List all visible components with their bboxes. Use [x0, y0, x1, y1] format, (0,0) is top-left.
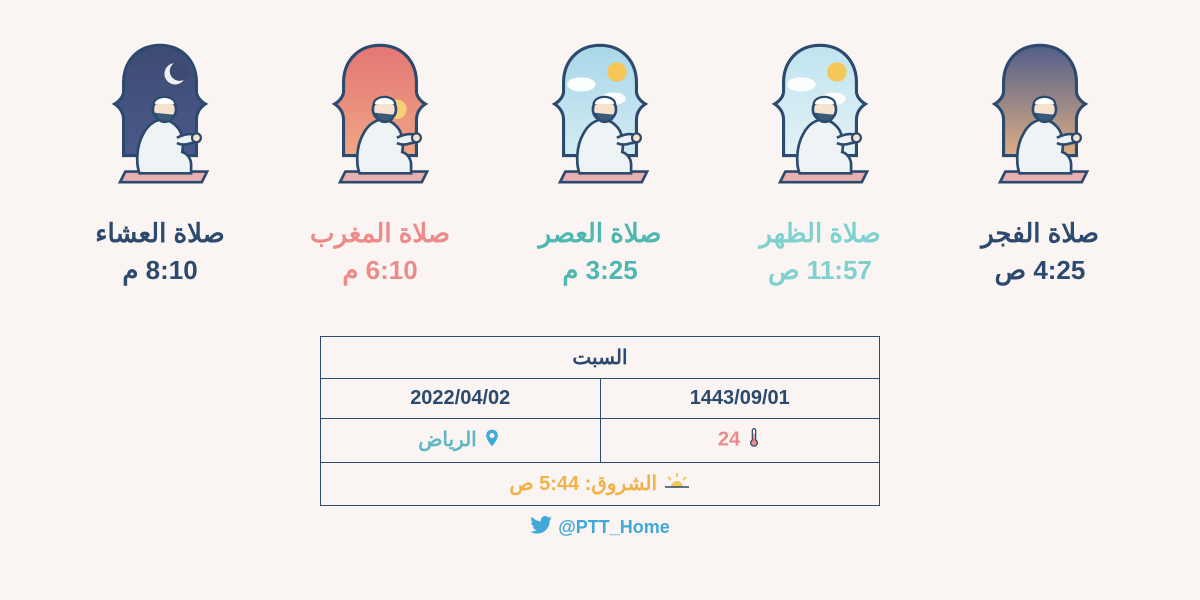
- twitter-icon: [530, 516, 552, 539]
- twitter-handle[interactable]: @PTT_Home: [530, 516, 670, 539]
- prayer-name: صلاة المغرب: [310, 218, 450, 249]
- prayer-card: صلاة العشاء 8:10 م: [85, 40, 235, 286]
- prayer-card: صلاة الظهر 11:57 ص: [745, 40, 895, 286]
- prayer-name: صلاة العشاء: [95, 218, 224, 249]
- prayer-time: 4:25 ص: [995, 255, 1086, 286]
- prayer-icon: [975, 40, 1105, 200]
- sunrise-icon: [663, 471, 691, 497]
- info-table: السبت 2022/04/02 1443/09/01 الرياض 24: [320, 336, 880, 506]
- prayer-row: صلاة العشاء8:10 م صلاة الم: [85, 40, 1115, 286]
- prayer-time: 8:10 م: [122, 255, 197, 286]
- temperature-value: 24: [718, 428, 740, 450]
- temperature-cell: 24: [600, 419, 880, 462]
- prayer-icon: [315, 40, 445, 200]
- prayer-card: صلاة المغرب 6:10 م: [305, 40, 455, 286]
- prayer-name: صلاة الفجر: [981, 218, 1099, 249]
- day-cell: السبت: [321, 337, 879, 378]
- handle-text: @PTT_Home: [558, 517, 670, 538]
- city-name: الرياض: [418, 429, 477, 451]
- hijri-date: 1443/09/01: [600, 379, 880, 418]
- sunrise-cell: الشروق: 5:44 ص: [321, 463, 879, 506]
- prayer-icon: [755, 40, 885, 200]
- prayer-card: صلاة الفجر 4:25 ص: [965, 40, 1115, 286]
- prayer-icon: [535, 40, 665, 200]
- prayer-time: 3:25 م: [562, 255, 637, 286]
- location-pin-icon: [482, 428, 502, 454]
- prayer-card: صلاة العصر 3:25 م: [525, 40, 675, 286]
- city-cell: الرياض: [321, 419, 600, 462]
- thermometer-icon: [746, 427, 762, 453]
- sunrise-text: الشروق: 5:44 ص: [509, 473, 657, 495]
- prayer-time: 6:10 م: [342, 255, 417, 286]
- prayer-name: صلاة العصر: [538, 218, 661, 249]
- prayer-time: 11:57 ص: [768, 255, 872, 286]
- gregorian-date: 2022/04/02: [321, 379, 600, 418]
- prayer-icon: [95, 40, 225, 200]
- prayer-name: صلاة الظهر: [759, 218, 880, 249]
